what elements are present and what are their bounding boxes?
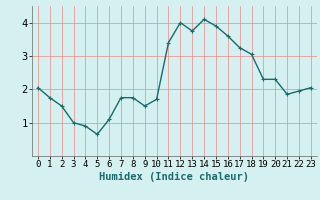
X-axis label: Humidex (Indice chaleur): Humidex (Indice chaleur) (100, 172, 249, 182)
